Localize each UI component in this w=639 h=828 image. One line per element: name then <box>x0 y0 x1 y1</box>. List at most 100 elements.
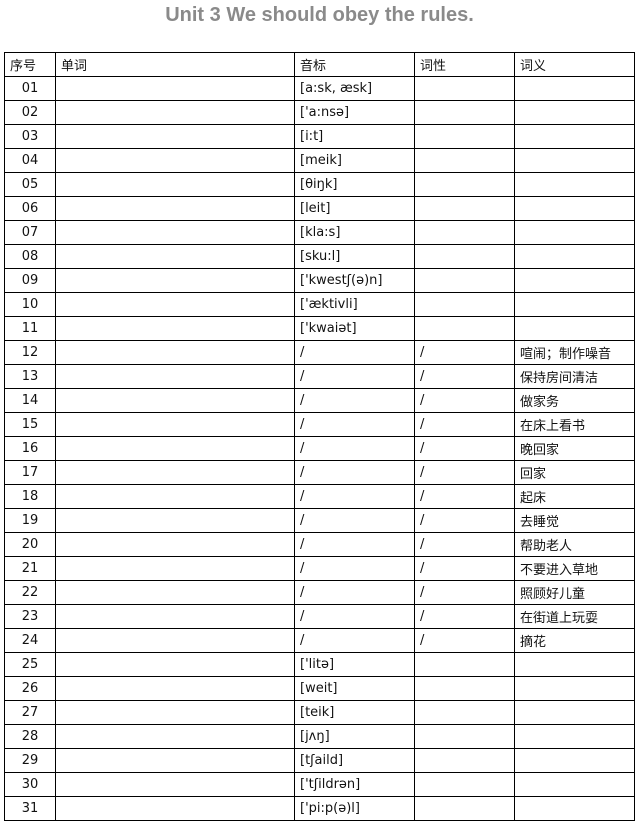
cell-word[interactable] <box>55 148 295 173</box>
table-row: 13// 保持房间清洁 <box>4 364 635 389</box>
cell-number: 11 <box>4 316 56 341</box>
header-number: 序号 <box>4 52 56 77</box>
cell-meaning: 不要进入草地 <box>514 556 635 581</box>
cell-word[interactable] <box>55 412 295 437</box>
cell-number: 03 <box>4 124 56 149</box>
cell-part-of-speech: / <box>414 508 515 533</box>
cell-part-of-speech[interactable] <box>414 652 515 677</box>
cell-number: 01 <box>4 76 56 101</box>
cell-part-of-speech: / <box>414 484 515 509</box>
cell-number: 06 <box>4 196 56 221</box>
header-phonetic: 音标 <box>294 52 415 77</box>
cell-part-of-speech: / <box>414 556 515 581</box>
cell-meaning <box>514 244 635 269</box>
cell-word[interactable] <box>55 772 295 797</box>
cell-word[interactable] <box>55 292 295 317</box>
cell-phonetic: ['æktivli] <box>294 292 415 317</box>
cell-meaning <box>514 124 635 149</box>
cell-number: 04 <box>4 148 56 173</box>
cell-part-of-speech[interactable] <box>414 148 515 173</box>
cell-meaning <box>514 676 635 701</box>
cell-word[interactable] <box>55 196 295 221</box>
cell-number: 18 <box>4 484 56 509</box>
cell-number: 22 <box>4 580 56 605</box>
cell-part-of-speech[interactable] <box>414 676 515 701</box>
cell-part-of-speech[interactable] <box>414 76 515 101</box>
cell-part-of-speech[interactable] <box>414 724 515 749</box>
table-row: 14// 做家务 <box>4 388 635 413</box>
cell-word[interactable] <box>55 724 295 749</box>
cell-word[interactable] <box>55 628 295 653</box>
cell-word[interactable] <box>55 652 295 677</box>
cell-word[interactable] <box>55 364 295 389</box>
cell-part-of-speech[interactable] <box>414 316 515 341</box>
cell-phonetic: [teik] <box>294 700 415 725</box>
cell-phonetic: / <box>294 412 415 437</box>
cell-number: 14 <box>4 388 56 413</box>
cell-word[interactable] <box>55 388 295 413</box>
cell-word[interactable] <box>55 676 295 701</box>
cell-part-of-speech[interactable] <box>414 172 515 197</box>
table-row: 02 ['a:nsə] <box>4 100 635 125</box>
cell-number: 09 <box>4 268 56 293</box>
cell-part-of-speech: / <box>414 532 515 557</box>
table-row: 11 ['kwaiət] <box>4 316 635 341</box>
cell-word[interactable] <box>55 76 295 101</box>
cell-word[interactable] <box>55 748 295 773</box>
table-row: 29 [tʃaild] <box>4 748 635 773</box>
cell-number: 10 <box>4 292 56 317</box>
table-row: 22// 照顾好儿童 <box>4 580 635 605</box>
cell-word[interactable] <box>55 124 295 149</box>
cell-meaning <box>514 316 635 341</box>
cell-meaning <box>514 724 635 749</box>
table-row: 23// 在街道上玩耍 <box>4 604 635 629</box>
cell-phonetic: [leit] <box>294 196 415 221</box>
cell-word[interactable] <box>55 604 295 629</box>
cell-meaning <box>514 172 635 197</box>
cell-word[interactable] <box>55 268 295 293</box>
vocabulary-table: 序号 单词 音标 词性 词义 01 [a:sk, æsk] 02 ['a:nsə] 03… <box>4 52 635 821</box>
cell-meaning: 帮助老人 <box>514 532 635 557</box>
cell-phonetic: / <box>294 484 415 509</box>
table-row: 26 [weit] <box>4 676 635 701</box>
cell-part-of-speech[interactable] <box>414 124 515 149</box>
cell-word[interactable] <box>55 316 295 341</box>
cell-part-of-speech[interactable] <box>414 196 515 221</box>
header-row: 序号 单词 音标 词性 词义 <box>4 52 635 77</box>
cell-word[interactable] <box>55 172 295 197</box>
cell-part-of-speech: / <box>414 388 515 413</box>
cell-word[interactable] <box>55 436 295 461</box>
cell-meaning <box>514 220 635 245</box>
cell-phonetic: / <box>294 388 415 413</box>
cell-word[interactable] <box>55 484 295 509</box>
cell-part-of-speech[interactable] <box>414 244 515 269</box>
cell-meaning: 保持房间清洁 <box>514 364 635 389</box>
cell-number: 27 <box>4 700 56 725</box>
cell-word[interactable] <box>55 700 295 725</box>
cell-word[interactable] <box>55 340 295 365</box>
cell-word[interactable] <box>55 580 295 605</box>
cell-part-of-speech[interactable] <box>414 748 515 773</box>
cell-word[interactable] <box>55 244 295 269</box>
cell-number: 07 <box>4 220 56 245</box>
cell-word[interactable] <box>55 100 295 125</box>
cell-word[interactable] <box>55 796 295 821</box>
cell-part-of-speech[interactable] <box>414 796 515 821</box>
cell-part-of-speech[interactable] <box>414 100 515 125</box>
table-row: 01 [a:sk, æsk] <box>4 76 635 101</box>
cell-word[interactable] <box>55 508 295 533</box>
cell-word[interactable] <box>55 220 295 245</box>
table-row: 17// 回家 <box>4 460 635 485</box>
cell-part-of-speech[interactable] <box>414 220 515 245</box>
cell-word[interactable] <box>55 532 295 557</box>
cell-part-of-speech[interactable] <box>414 292 515 317</box>
cell-meaning: 去睡觉 <box>514 508 635 533</box>
cell-part-of-speech[interactable] <box>414 772 515 797</box>
cell-meaning: 回家 <box>514 460 635 485</box>
cell-word[interactable] <box>55 556 295 581</box>
cell-word[interactable] <box>55 460 295 485</box>
cell-part-of-speech[interactable] <box>414 268 515 293</box>
cell-part-of-speech: / <box>414 340 515 365</box>
cell-part-of-speech[interactable] <box>414 700 515 725</box>
table-row: 09 ['kwestʃ(ə)n] <box>4 268 635 293</box>
